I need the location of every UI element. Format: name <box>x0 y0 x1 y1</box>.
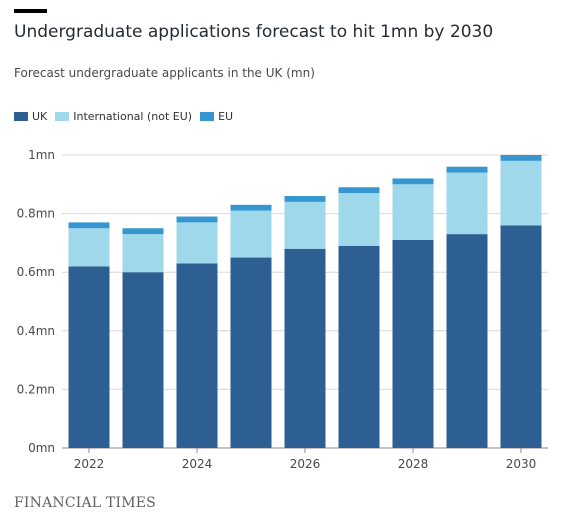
bar-international <box>122 234 164 273</box>
legend-item-uk: UK <box>14 110 47 123</box>
bar-eu <box>176 216 218 223</box>
y-tick-label: 0.8mn <box>17 207 55 221</box>
x-tick-label: 2028 <box>398 457 429 471</box>
bar-international <box>176 222 218 264</box>
bar-international <box>68 228 110 267</box>
bar-uk <box>122 272 164 448</box>
bar-uk <box>392 239 434 448</box>
bar-international <box>338 193 380 246</box>
chart-legend: UK International (not EU) EU <box>14 110 241 123</box>
bar-international <box>230 210 272 258</box>
y-tick-label: 0.6mn <box>17 265 55 279</box>
bar-eu <box>68 222 110 229</box>
bar-international <box>284 201 326 249</box>
bar-eu <box>446 166 488 173</box>
bar-uk <box>176 263 218 448</box>
x-tick-label: 2026 <box>290 457 321 471</box>
source-label: FINANCIAL TIMES <box>14 495 156 511</box>
bar-uk <box>68 266 110 448</box>
bar-eu <box>122 228 164 235</box>
chart-title: Undergraduate applications forecast to h… <box>14 22 494 42</box>
bar-international <box>500 160 542 226</box>
bar-eu <box>230 204 272 211</box>
bar-eu <box>500 155 542 161</box>
y-tick-label: 1mn <box>28 148 55 162</box>
legend-label-international: International (not EU) <box>73 110 193 123</box>
bar-eu <box>338 187 380 194</box>
x-tick-label: 2030 <box>506 457 537 471</box>
legend-swatch-international <box>55 112 70 121</box>
y-tick-label: 0.4mn <box>17 324 55 338</box>
y-tick-label: 0.2mn <box>17 382 55 396</box>
y-tick-label: 0mn <box>28 441 55 455</box>
bar-uk <box>500 225 542 448</box>
legend-swatch-eu <box>200 112 215 121</box>
legend-item-eu: EU <box>200 110 233 123</box>
bar-uk <box>446 234 488 448</box>
x-tick-label: 2022 <box>74 457 105 471</box>
chart-subtitle: Forecast undergraduate applicants in the… <box>14 66 315 80</box>
bar-uk <box>230 257 272 448</box>
legend-label-uk: UK <box>32 110 48 123</box>
bar-international <box>392 184 434 240</box>
bar-eu <box>284 196 326 202</box>
legend-label-eu: EU <box>218 110 234 123</box>
x-tick-label: 2024 <box>182 457 213 471</box>
top-accent-bar <box>14 9 47 13</box>
bar-uk <box>338 245 380 448</box>
bar-international <box>446 172 488 235</box>
legend-item-international: International (not EU) <box>55 110 192 123</box>
bar-eu <box>392 178 434 185</box>
legend-swatch-uk <box>14 112 28 121</box>
bar-uk <box>284 248 326 448</box>
